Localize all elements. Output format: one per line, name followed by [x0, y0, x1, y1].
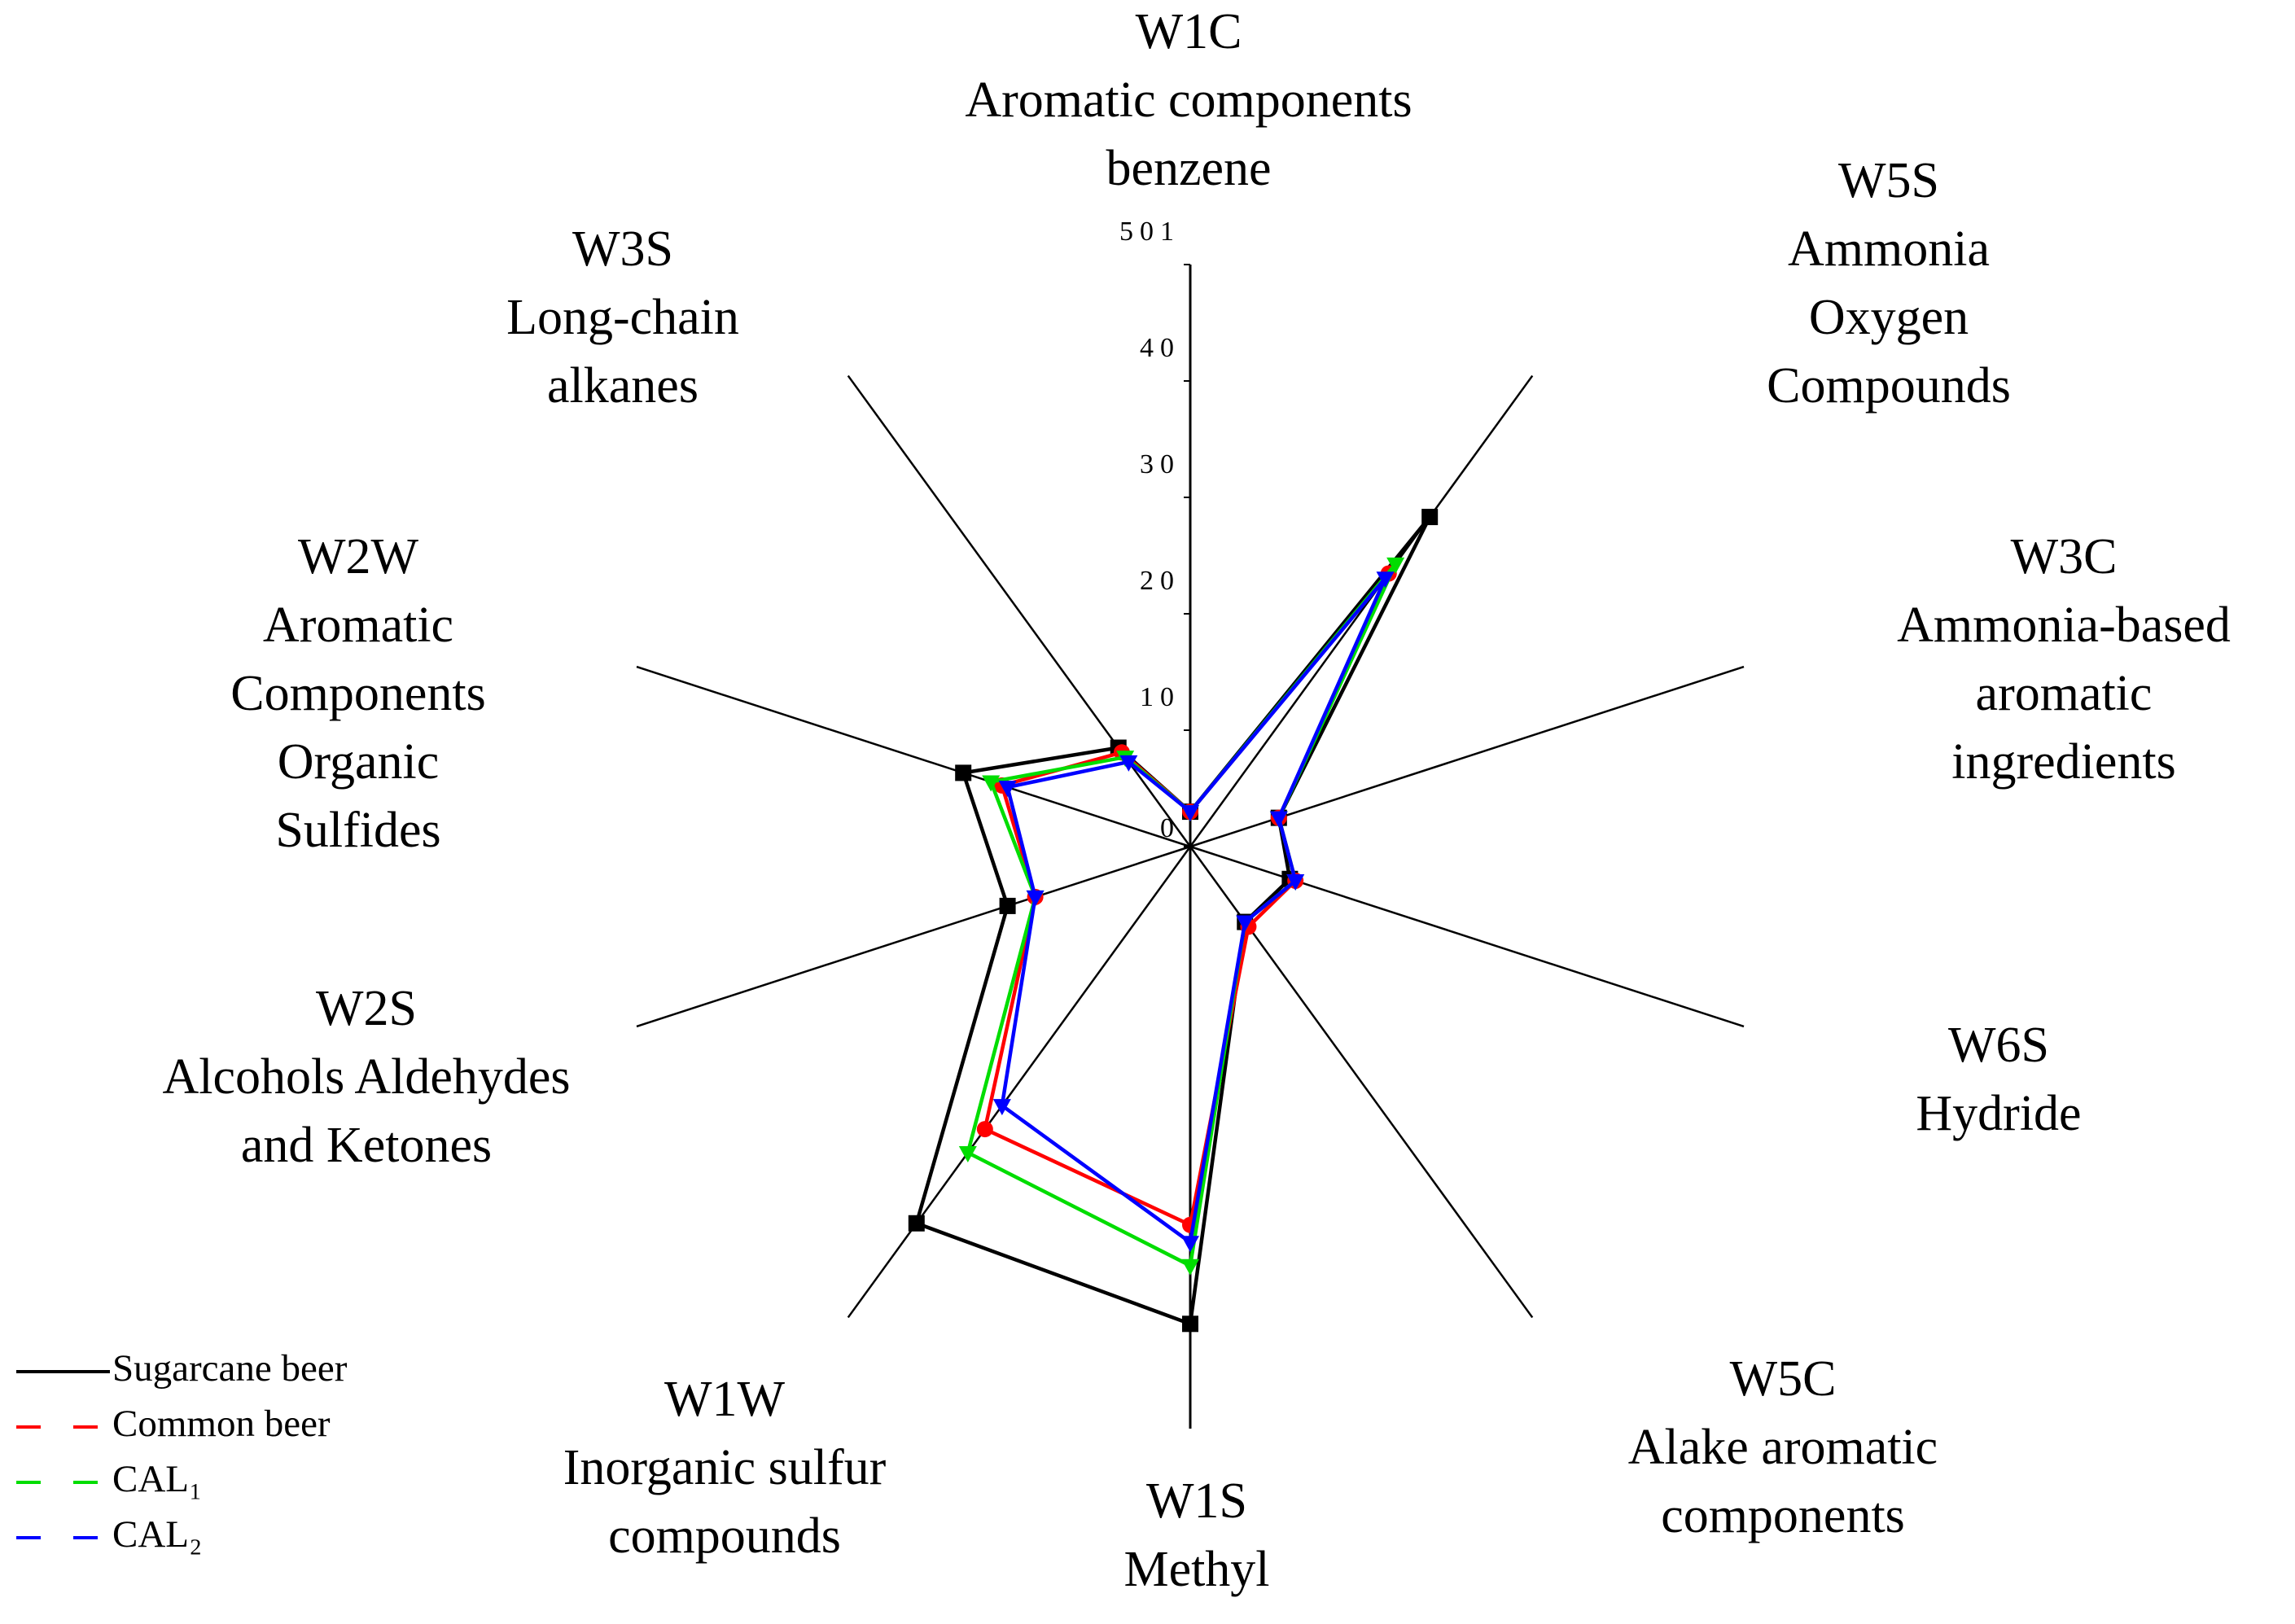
- point-marker: [1182, 1315, 1198, 1333]
- point-marker: [1181, 805, 1199, 822]
- axis-label: Hydride: [1916, 1086, 2081, 1141]
- axis-label: Aromatic: [263, 598, 453, 653]
- point-marker: [1026, 890, 1045, 907]
- series-line: [914, 515, 1432, 1327]
- axis-label: alkanes: [547, 358, 699, 414]
- r-tick-label: 20: [1140, 566, 1180, 596]
- axis-label: Aromatic components: [965, 72, 1412, 128]
- r-tick-label: 30: [1140, 449, 1180, 479]
- axis-code: W5S: [1838, 153, 1939, 208]
- point-marker: [908, 1215, 925, 1232]
- series-line: [1000, 576, 1387, 1246]
- axis-code: W6S: [1948, 1018, 2049, 1073]
- r-tick-label: 0: [1160, 813, 1180, 843]
- point-marker: [1181, 1258, 1199, 1276]
- axis-code: W1S: [1146, 1473, 1247, 1529]
- legend-label: Common beer: [112, 1403, 331, 1445]
- axis-label: Inorganic sulfur: [563, 1440, 887, 1495]
- legend-label: CAL₂: [112, 1513, 202, 1556]
- r-tick-label: 40: [1140, 333, 1180, 363]
- axis-spoke: [636, 665, 1191, 848]
- axis-label: Methyl: [1123, 1542, 1269, 1597]
- axis-code: W2S: [316, 981, 417, 1036]
- point-marker: [1269, 811, 1288, 828]
- axis-label: Alcohols Aldehydes: [162, 1049, 570, 1105]
- axis-code: W1C: [1136, 4, 1242, 59]
- axis-label: Alake aromatic: [1628, 1420, 1938, 1475]
- axis-spoke: [847, 374, 1192, 847]
- axis-label: Long-chain: [506, 290, 739, 345]
- axis-code: W5C: [1730, 1351, 1837, 1407]
- point-marker: [1181, 1236, 1199, 1253]
- axis-code: W3S: [572, 221, 673, 277]
- point-marker: [1119, 755, 1138, 772]
- r-tick-label: 501: [1119, 217, 1180, 247]
- axis-label: Organic: [278, 734, 440, 790]
- axis-spoke: [847, 846, 1192, 1319]
- point-marker: [1386, 557, 1405, 574]
- axis-label: ingredients: [1951, 734, 2176, 790]
- series-line: [983, 572, 1391, 1228]
- point-marker: [992, 1099, 1011, 1116]
- axis-label: and Ketones: [241, 1118, 492, 1173]
- point-marker: [958, 1145, 977, 1162]
- axis-label: components: [1661, 1488, 1905, 1543]
- axis-code: W2W: [298, 529, 419, 584]
- axis-label: Ammonia-based: [1897, 598, 2231, 653]
- point-marker: [999, 897, 1016, 914]
- axis-label: Sulfides: [275, 803, 440, 858]
- point-marker: [1421, 509, 1439, 526]
- axis-spoke: [1189, 374, 1534, 847]
- axis-label: Components: [230, 666, 485, 721]
- axis-spoke: [1189, 845, 1745, 1028]
- point-marker: [1376, 571, 1395, 589]
- axis-label: Ammonia: [1788, 221, 1990, 277]
- point-marker: [982, 775, 1001, 792]
- legend-label: CAL₁: [112, 1458, 202, 1500]
- legend-label: Sugarcane beer: [112, 1347, 348, 1390]
- axis-label: benzene: [1106, 141, 1271, 196]
- axis-spoke: [636, 845, 1191, 1028]
- axis-label: Oxygen: [1809, 290, 1969, 345]
- point-marker: [1236, 915, 1255, 932]
- axis-code: W3C: [2011, 529, 2118, 584]
- point-marker: [1286, 873, 1305, 891]
- point-marker: [955, 764, 972, 781]
- axis-label: aromatic: [1976, 666, 2153, 721]
- r-tick-label: 10: [1140, 682, 1180, 712]
- point-marker: [998, 781, 1017, 798]
- axis-label: compounds: [608, 1508, 841, 1564]
- axis-code: W1W: [664, 1372, 786, 1427]
- axis-label: Compounds: [1767, 358, 2011, 414]
- point-marker: [976, 1121, 993, 1138]
